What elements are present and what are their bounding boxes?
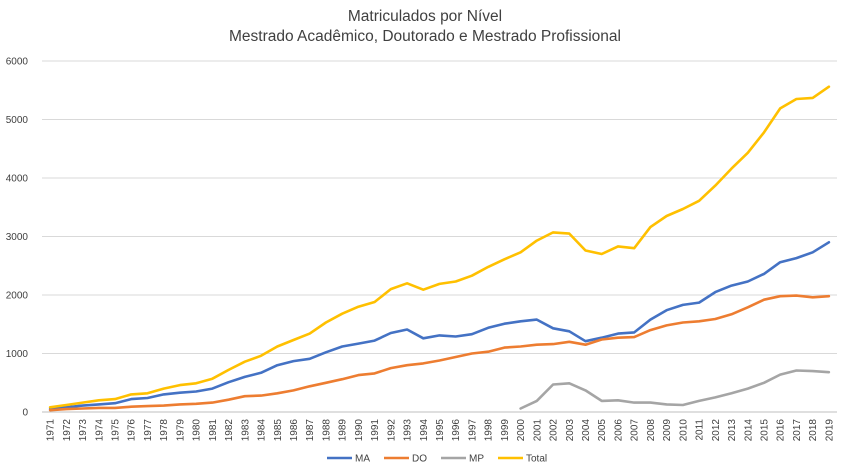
x-tick-label: 1987	[305, 419, 316, 442]
chart-subtitle: Mestrado Acadêmico, Doutorado e Mestrado…	[229, 28, 621, 45]
x-tick-label: 2004	[581, 419, 592, 442]
x-tick-label: 1979	[175, 419, 186, 442]
y-tick-label: 0	[22, 408, 28, 419]
chart-title: Matriculados por Nível	[348, 8, 502, 25]
x-tick-label: 1977	[143, 419, 154, 442]
x-tick-label: 1992	[386, 419, 397, 442]
x-tick-label: 1980	[192, 419, 203, 442]
x-tick-label: 2007	[630, 419, 641, 442]
x-tick-label: 1983	[240, 419, 251, 442]
x-tick-label: 1976	[127, 419, 138, 442]
legend-label-do: DO	[412, 454, 427, 465]
x-tick-label: 2011	[695, 419, 706, 441]
x-tick-label: 2005	[597, 419, 608, 442]
x-tick-label: 1996	[451, 419, 462, 442]
x-tick-label: 2017	[792, 419, 803, 442]
x-tick-label: 2018	[808, 419, 819, 442]
y-axis-ticks: 0 1000 2000 3000 4000 5000 6000	[6, 57, 29, 419]
x-tick-label: 1999	[500, 419, 511, 442]
y-tick-label: 2000	[6, 291, 29, 302]
x-tick-label: 1973	[78, 419, 89, 442]
gridlines	[42, 60, 837, 413]
legend-label-total: Total	[526, 454, 547, 465]
series-lines	[48, 85, 831, 412]
x-tick-label: 1990	[354, 419, 365, 442]
legend-label-ma: MA	[355, 454, 370, 465]
x-tick-label: 1981	[208, 419, 219, 442]
x-tick-label: 1997	[467, 419, 478, 442]
series-line-mp	[519, 369, 831, 410]
series-line-total	[48, 85, 831, 409]
x-tick-label: 1978	[159, 419, 170, 442]
x-tick-label: 2003	[565, 419, 576, 442]
x-tick-label: 1998	[484, 419, 495, 442]
x-tick-label: 1984	[257, 419, 268, 442]
x-tick-label: 2001	[532, 419, 543, 442]
x-tick-label: 1982	[224, 419, 235, 442]
x-tick-label: 1975	[111, 419, 122, 442]
y-tick-label: 5000	[6, 115, 29, 126]
x-tick-label: 2006	[613, 419, 624, 442]
x-tick-label: 2014	[743, 419, 754, 442]
x-tick-label: 2009	[662, 419, 673, 442]
x-tick-label: 1971	[46, 419, 57, 442]
y-tick-label: 3000	[6, 232, 29, 243]
x-tick-label: 1994	[419, 419, 430, 442]
x-tick-label: 2000	[516, 419, 527, 442]
legend-label-mp: MP	[469, 454, 484, 465]
x-tick-label: 1986	[289, 419, 300, 442]
x-tick-label: 1985	[273, 419, 284, 442]
series-line-ma	[48, 241, 831, 411]
x-tick-label: 1991	[370, 419, 381, 442]
x-tick-label: 1995	[435, 419, 446, 442]
x-tick-label: 1993	[403, 419, 414, 442]
series-line-do	[48, 294, 831, 412]
x-tick-label: 2010	[678, 419, 689, 442]
x-tick-label: 2019	[824, 419, 835, 442]
x-tick-label: 2002	[549, 419, 560, 442]
x-tick-label: 2015	[759, 419, 770, 442]
x-axis-ticks: 1971 1972 1973 1974 1975 1976 1977 1978 1979 1980…	[46, 419, 836, 442]
y-tick-label: 4000	[6, 174, 29, 185]
x-tick-label: 2012	[711, 419, 722, 442]
y-tick-label: 1000	[6, 349, 29, 360]
x-tick-label: 2008	[646, 419, 657, 442]
legend: MA DO MP Total	[327, 454, 547, 465]
x-tick-label: 1988	[321, 419, 332, 442]
x-tick-label: 2013	[727, 419, 738, 442]
x-tick-label: 1974	[94, 419, 105, 442]
x-tick-label: 1989	[338, 419, 349, 442]
x-tick-label: 2016	[776, 419, 787, 442]
x-tick-label: 1972	[62, 419, 73, 442]
y-tick-label: 6000	[6, 57, 29, 68]
